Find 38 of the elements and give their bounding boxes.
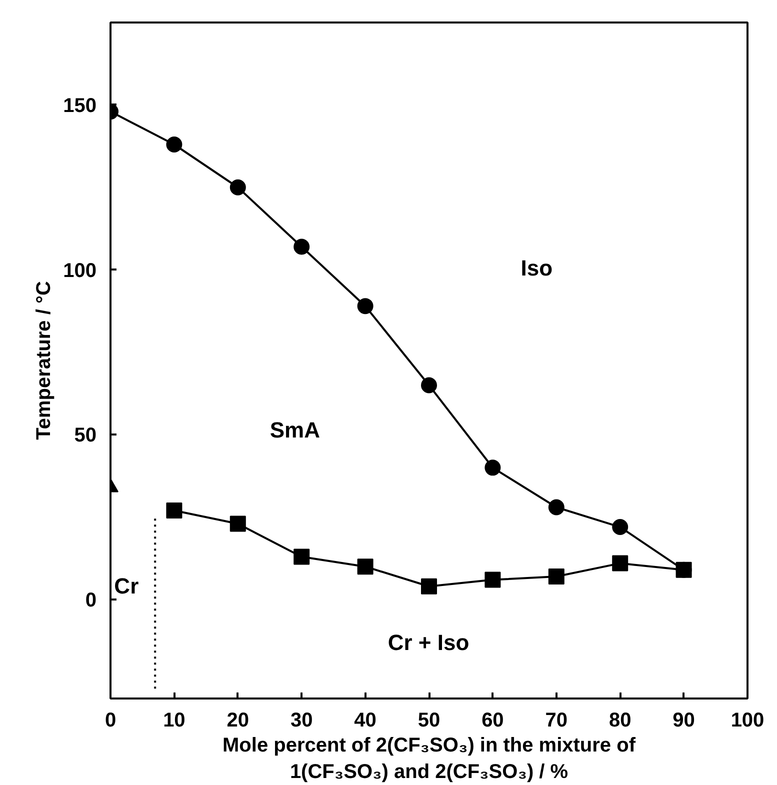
point	[421, 578, 437, 594]
point	[612, 519, 628, 536]
x-axis-title: Mole percent of 2(CF₃SO₃) in the mixture of 1(CF₃SO₃) and 2(CF₃SO₃) / %	[222, 734, 636, 783]
y-tick-label: 100	[63, 260, 97, 282]
point	[294, 548, 310, 565]
point	[612, 555, 628, 572]
x-tick-label: 50	[418, 710, 440, 732]
x-tick-label: 80	[608, 710, 632, 732]
x-tick-label: 60	[482, 710, 504, 732]
y-tick-label: 150	[63, 94, 97, 117]
x-tick-label: 10	[163, 710, 186, 732]
point	[357, 298, 374, 314]
x-tick-label: 20	[226, 710, 250, 732]
point	[230, 516, 246, 532]
x-tick-label: 0	[104, 710, 116, 732]
annotation: SmA	[270, 418, 320, 443]
x-tick-label: 90	[672, 710, 695, 732]
y-tick-label: 0	[85, 590, 96, 612]
x-tick-label: 100	[730, 710, 764, 732]
point	[357, 558, 374, 575]
point	[548, 499, 564, 516]
point	[548, 568, 564, 584]
annotation: Iso	[520, 255, 553, 280]
point	[676, 562, 692, 578]
annotation: Cr + Iso	[388, 630, 470, 655]
x-tick-label: 70	[545, 710, 568, 732]
x-tick-label: 30	[290, 710, 313, 732]
point	[421, 377, 437, 394]
point	[166, 502, 182, 519]
x-tick-label: 40	[354, 710, 376, 732]
point	[166, 136, 182, 152]
annotation: Cr	[114, 574, 140, 599]
point	[230, 179, 246, 196]
y-tick-label: 50	[74, 424, 97, 447]
y-axis-title: Temperature / °C	[33, 281, 56, 440]
point	[294, 238, 310, 255]
point	[484, 460, 501, 476]
point	[484, 572, 501, 588]
